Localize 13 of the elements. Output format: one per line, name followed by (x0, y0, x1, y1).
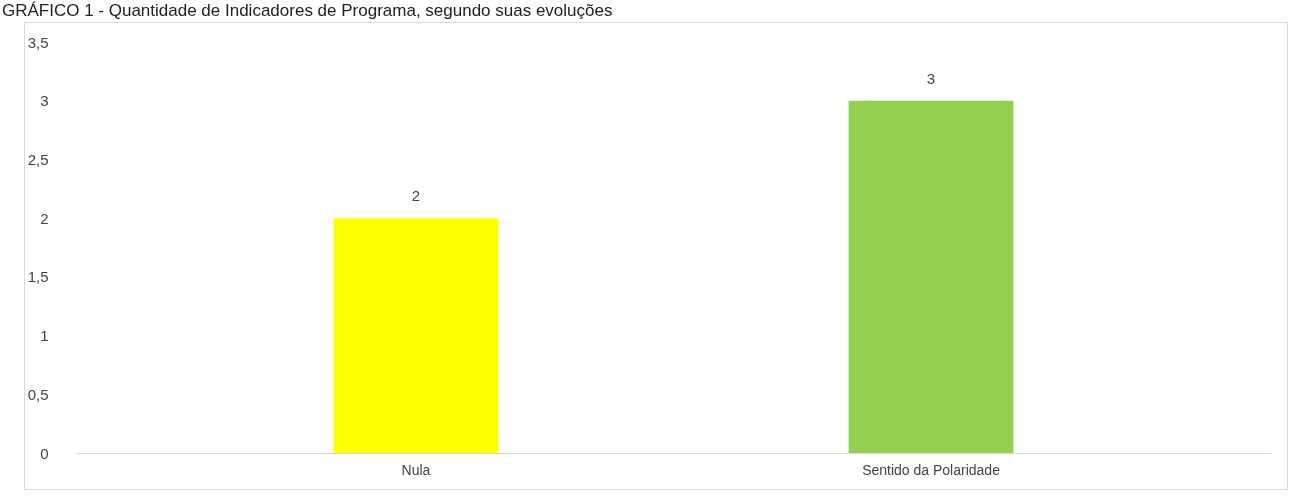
y-tick-label: 1 (40, 327, 49, 345)
y-tick-label: 1,5 (27, 268, 49, 286)
y-tick-label: 2 (40, 209, 49, 227)
x-tick-label: Nula (401, 461, 431, 478)
y-tick-label: 0 (40, 444, 49, 462)
data-label: 2 (411, 187, 421, 205)
chart-title: GRÁFICO 1 - Quantidade de Indicadores de Programa, segundo suas evoluções (1, 0, 614, 22)
y-tick-label: 3,5 (27, 33, 49, 51)
y-tick-label: 3 (40, 92, 49, 110)
y-tick-label: 2,5 (27, 150, 49, 168)
y-tick-label: 0,5 (27, 385, 49, 403)
x-tick-label: Sentido da Polaridade (862, 461, 1001, 478)
data-label: 3 (926, 69, 936, 87)
